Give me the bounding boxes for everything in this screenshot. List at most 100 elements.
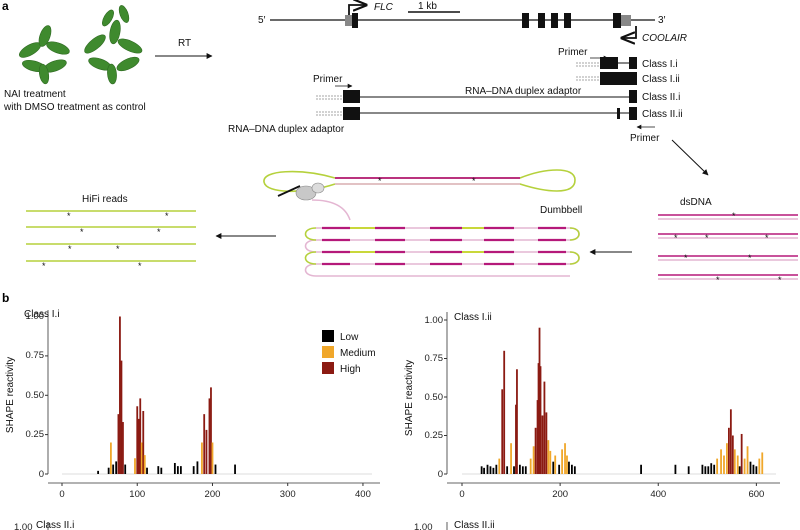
- chart2-bar-50: [728, 427, 730, 474]
- concatemer-product: [304, 226, 580, 277]
- class-label-3: Class II.i: [642, 92, 680, 103]
- chart2-bar-2: [486, 464, 489, 474]
- chart1-bar-7: [120, 360, 123, 474]
- svg-text:*: *: [716, 275, 720, 285]
- chart2-bar-0: [480, 466, 483, 474]
- chart1-bar-23: [192, 466, 195, 475]
- chart2-bar-46: [716, 458, 719, 474]
- svg-text:*: *: [378, 176, 382, 186]
- chart2-ytick-3: 0.75: [425, 353, 444, 364]
- chart2-bar-6: [498, 458, 501, 474]
- chart1-ytick-3: 0.75: [26, 350, 45, 361]
- chart2-bar-33: [564, 443, 566, 474]
- legend-swatch-high: [322, 362, 334, 374]
- primer-label-bottom: Primer: [630, 133, 660, 144]
- extra-panel-right-title: Class II.ii: [454, 520, 495, 530]
- chart2-bar-9: [506, 466, 509, 474]
- adaptor-label-bottom: RNA–DNA duplex adaptor: [228, 124, 345, 135]
- chart1-bar-16: [143, 455, 146, 474]
- chart2-ylabel: SHAPE reactivity: [404, 360, 415, 436]
- chart2-bar-26: [545, 412, 548, 474]
- chart2-bar-58: [746, 446, 749, 474]
- chart1-bar-1: [107, 467, 110, 474]
- chart2-bar-56: [740, 433, 743, 474]
- svg-text:*: *: [732, 211, 736, 221]
- three-prime-label: 3′: [658, 15, 666, 26]
- chart2-bar-10: [510, 443, 512, 474]
- chart1-bar-20: [173, 462, 176, 474]
- chart2-ytick-1: 0.25: [425, 430, 444, 441]
- chart2-bar-62: [758, 458, 761, 474]
- chart1-bar-19: [160, 467, 163, 474]
- chart2-bar-17: [529, 458, 532, 474]
- isoform-class-2-1: [316, 90, 637, 103]
- hifi-reads: * * * * * * * *: [26, 210, 196, 271]
- chart2-bar-36: [571, 464, 573, 474]
- treatment-line2: with DMSO treatment as control: [3, 102, 146, 113]
- svg-text:*: *: [116, 244, 120, 254]
- svg-text:*: *: [705, 233, 709, 243]
- chart1-bar-8: [122, 422, 124, 474]
- flc-utr-3: [621, 15, 631, 26]
- extra-ytick-left: 1.00: [14, 522, 33, 530]
- flc-exon-1: [352, 13, 358, 28]
- panel-a-letter: a: [2, 0, 9, 13]
- chart2-x-ticks: 0 200 400 600: [459, 483, 764, 500]
- chart2-bar-4: [492, 467, 495, 474]
- chart1-bar-24: [196, 461, 199, 474]
- chart2-bar-57: [743, 458, 746, 474]
- chart2-bar-43: [707, 466, 710, 474]
- chart2-bar-53: [733, 449, 736, 474]
- panel-b-letter: b: [2, 291, 9, 305]
- chart2-bar-40: [687, 466, 690, 474]
- hifi-label: HiFi reads: [82, 194, 128, 205]
- chart1-ytick-4: 1.00: [26, 311, 45, 322]
- chart1-bar-28: [208, 398, 211, 474]
- chart2-bar-47: [720, 449, 722, 474]
- chart2-bar-14: [518, 464, 521, 474]
- chart2-ytick-0: 0: [438, 469, 443, 480]
- dumbbell-molecule: * *: [263, 169, 576, 221]
- legend-label-medium: Medium: [340, 348, 376, 359]
- svg-text:*: *: [68, 244, 72, 254]
- chart1-x-ticks: 0 100 200 300 400: [59, 483, 371, 500]
- chart2-bar-8: [503, 350, 506, 474]
- chart1-bar-29: [210, 387, 212, 475]
- svg-text:*: *: [138, 261, 142, 271]
- chart2-bar-44: [710, 463, 713, 474]
- chart2-bar-3: [489, 466, 492, 474]
- legend-swatch-low: [322, 330, 334, 342]
- chart1-xtick-label-0: 0: [59, 489, 64, 500]
- plant-illustration: [19, 5, 143, 85]
- chart2-bar-34: [566, 455, 568, 474]
- svg-text:*: *: [157, 227, 161, 237]
- chart1-bar-31: [214, 464, 217, 474]
- chart2-bar-24: [541, 415, 544, 474]
- chart2-bar-42: [704, 466, 707, 474]
- chart1-bar-9: [124, 464, 127, 474]
- chart1-bar-17: [146, 467, 148, 474]
- chart2-bar-28: [549, 450, 552, 474]
- chart1-bar-25: [201, 442, 203, 474]
- chart2-bar-51: [729, 409, 732, 474]
- chart2-bar-30: [554, 455, 557, 474]
- chart1-ytick-2: 0.50: [26, 390, 45, 401]
- chart2-bar-16: [524, 466, 527, 474]
- chart1-xtick-label-3: 300: [280, 489, 296, 500]
- chart2-bar-11: [513, 466, 515, 474]
- isoform-class-2-2: [316, 107, 637, 120]
- treatment-line1: NAI treatment: [4, 89, 66, 100]
- svg-text:*: *: [165, 211, 169, 221]
- flc-exon-4: [551, 13, 558, 28]
- five-prime-label: 5′: [258, 15, 266, 26]
- chart2-bar-59: [749, 461, 752, 474]
- arrow-to-dsdna: [671, 139, 709, 176]
- chart2-bar-13: [516, 369, 518, 474]
- chart1-bar-21: [176, 466, 179, 475]
- chart1-bar-4: [115, 461, 118, 474]
- chart1-bar-26: [203, 414, 206, 474]
- dumbbell-label: Dumbbell: [540, 205, 582, 216]
- dsdna-label: dsDNA: [680, 197, 712, 208]
- chart2-title: Class I.ii: [454, 312, 492, 323]
- chart2-ytick-2: 0.50: [425, 392, 444, 403]
